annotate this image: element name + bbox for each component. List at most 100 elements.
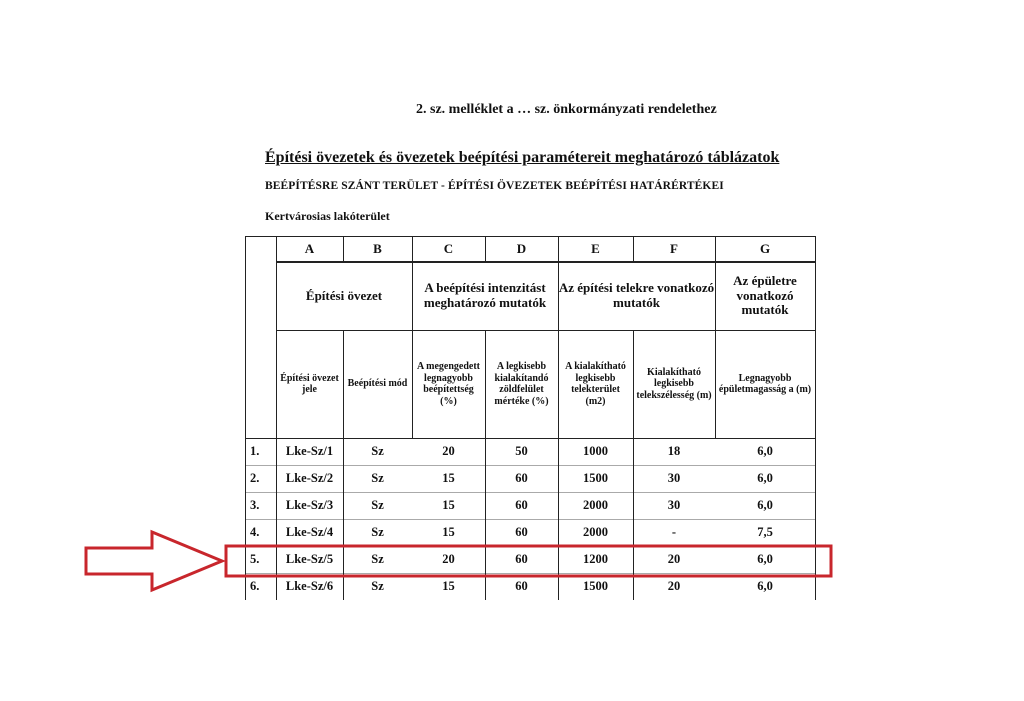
table-cell: 20 [442,444,455,459]
table-cell: 30 [667,471,681,486]
table-cell: 6. [250,579,260,594]
table-border [715,262,716,330]
table-cell: Sz [371,552,384,567]
table-cell: 20 [667,552,681,567]
table-cell: 60 [515,498,528,513]
table-cell: 60 [515,471,528,486]
right-arrow-icon [84,529,226,593]
table-border [245,236,246,600]
group-header: Építési övezet [305,287,383,303]
table-cell: 15 [442,471,455,486]
table-border [633,330,634,438]
column-letter: B [373,240,382,256]
table-border [276,236,277,600]
table-border [715,236,716,262]
table-border [343,438,344,600]
table-cell: 15 [442,498,455,513]
table-cell: 7,5 [757,525,773,540]
row-divider [245,573,815,574]
table-cell: Sz [371,471,384,486]
table-border [815,236,816,600]
column-letter: G [759,240,771,256]
table-cell: Sz [371,579,384,594]
column-letter: C [443,240,454,256]
highlight-box [224,544,833,578]
table-border [276,330,815,331]
table-cell: Lke-Sz/2 [285,471,334,486]
table-cell: 1500 [583,471,608,486]
table-cell: 18 [667,444,681,459]
table-border [343,236,344,262]
group-header: Az építési telekre vonatkozó mutatók [558,280,715,310]
table-border [633,438,634,600]
table-cell: 50 [515,444,528,459]
table-border [343,330,344,438]
table-cell: 5. [250,552,260,567]
table-border [485,330,486,438]
table-cell: 20 [442,552,455,567]
document-title: Építési övezetek és övezetek beépítési p… [265,149,780,166]
table-cell: 1200 [583,552,608,567]
sub-header: Legnagyobb épületmagasság a (m) [718,372,812,396]
column-letter: D [516,240,527,256]
column-letter: E [591,240,600,256]
table-border [245,438,815,439]
annex-heading: 2. sz. melléklet a … sz. önkormányzati r… [416,102,717,117]
table-border [245,236,815,237]
table-cell: Lke-Sz/4 [285,525,334,540]
table-cell: 2000 [583,498,608,513]
sub-header: A kialakítható legkisebb telekterület (m… [565,361,626,407]
table-border [558,236,559,262]
table-cell: Lke-Sz/1 [285,444,334,459]
area-label: Kertvárosias lakóterület [265,209,390,223]
table-cell: Lke-Sz/5 [285,552,334,567]
table-cell: 30 [667,498,681,513]
row-divider [245,519,815,520]
table-cell: Sz [371,498,384,513]
sub-header: A megengedett legnagyobb beépítettség (%… [416,361,481,407]
table-cell: Lke-Sz/6 [285,579,334,594]
table-border [485,236,486,262]
group-header: Az épületre vonatkozó mutatók [733,272,797,318]
sub-header: Építési övezet jele [280,372,339,396]
table-border [412,330,413,438]
table-cell: 2. [250,471,260,486]
table-border [412,262,413,330]
table-border [485,438,486,600]
table-cell: Sz [371,525,384,540]
table-cell: 6,0 [757,471,773,486]
table-cell: 15 [442,579,455,594]
table-cell: 6,0 [757,444,773,459]
table-cell: 60 [515,552,528,567]
table-cell: 1000 [583,444,608,459]
sub-header: Beépítési mód [347,378,408,390]
table-border [558,330,559,438]
table-cell: 6,0 [757,552,773,567]
row-divider [245,465,815,466]
table-cell: 4. [250,525,260,540]
table-cell: 6,0 [757,498,773,513]
table-cell: 15 [442,525,455,540]
table-cell: 1500 [583,579,608,594]
table-cell: 20 [667,579,681,594]
table-cell: 60 [515,579,528,594]
table-cell: 6,0 [757,579,773,594]
table-cell: 3. [250,498,260,513]
table-border [715,330,716,438]
table-border [412,236,413,262]
table-border [276,261,815,263]
table-cell: - [671,525,677,540]
sub-header: A legkisebb kialakítandó zöldfelület mér… [494,361,549,407]
column-letter: A [304,240,315,256]
row-divider [245,492,815,493]
table-border [558,438,559,600]
group-header: A beépítési intenzitást meghatározó muta… [423,280,547,310]
table-cell: 1. [250,444,260,459]
sub-header: Kialakítható legkisebb telekszélesség (m… [636,366,712,401]
table-border [633,236,634,262]
document-subtitle: BEÉPÍTÉSRE SZÁNT TERÜLET - ÉPÍTÉSI ÖVEZE… [265,180,724,192]
table-cell: 2000 [583,525,608,540]
table-cell: Lke-Sz/3 [285,498,334,513]
